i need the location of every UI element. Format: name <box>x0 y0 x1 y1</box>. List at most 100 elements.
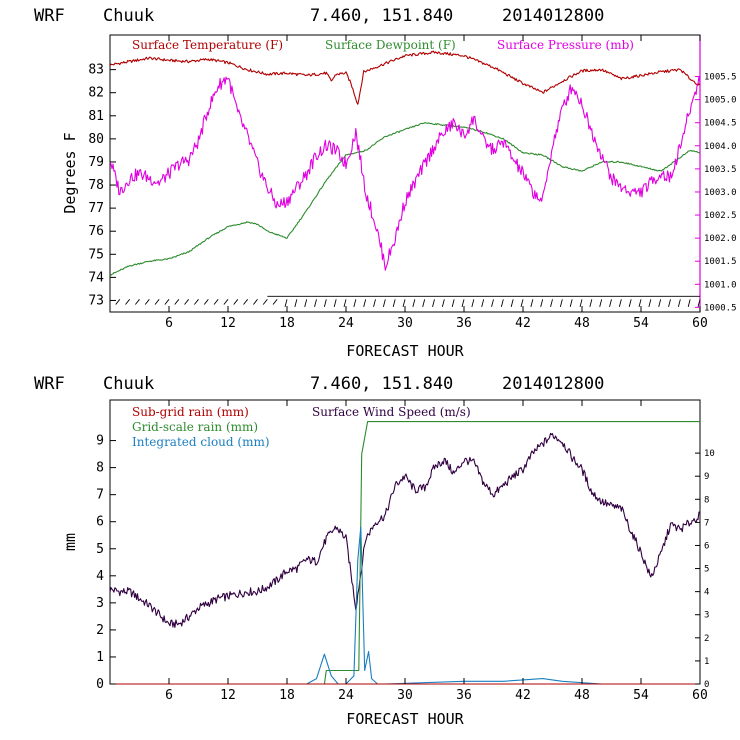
bottom-legend-cloud: Integrated cloud (mm) <box>132 435 270 449</box>
wind-barb <box>125 299 131 305</box>
y-tick-label: 7 <box>96 488 104 503</box>
y-tick-label: 75 <box>88 247 104 262</box>
top-header-coords: 7.460, 151.840 <box>310 6 453 26</box>
wind-barb <box>677 299 681 307</box>
y-tick-label: 77 <box>88 201 104 216</box>
series-line-grid-scale-rain <box>110 421 700 685</box>
series-line-integrated-cloud <box>110 526 700 685</box>
wind-barb <box>203 299 209 305</box>
x-tick-label: 18 <box>279 688 295 703</box>
wind-barb <box>184 299 190 305</box>
x-tick-label: 24 <box>338 316 354 331</box>
wind-barb <box>471 299 475 307</box>
wind-barb <box>520 299 524 307</box>
y-tick-label: 76 <box>88 224 104 239</box>
wind-barb <box>115 299 121 305</box>
top-y-axis-label: Degrees F <box>61 132 79 213</box>
wind-barb <box>579 299 583 307</box>
wind-barb <box>697 299 701 307</box>
right-tick-label: 5 <box>704 565 709 575</box>
wind-barb <box>412 299 416 307</box>
wind-barb <box>373 299 376 307</box>
bottom-header-datetime: 2014012800 <box>502 374 604 394</box>
x-tick-label: 48 <box>574 688 590 703</box>
top-legend-dewpoint: Surface Dewpoint (F) <box>325 38 456 52</box>
y-tick-label: 3 <box>96 596 104 611</box>
wind-barb <box>294 299 298 307</box>
right-tick-label: 6 <box>704 541 709 551</box>
wind-barb <box>314 299 317 307</box>
x-tick-label: 36 <box>456 688 472 703</box>
y-tick-label: 83 <box>88 63 104 78</box>
x-tick-label: 36 <box>456 316 472 331</box>
bottom-series-group <box>109 421 701 685</box>
top-x-axis-label: FORECAST HOUR <box>346 342 464 360</box>
x-tick-label: 60 <box>692 316 708 331</box>
wind-barb <box>432 299 435 307</box>
wind-barb <box>658 299 662 307</box>
y-tick-label: 80 <box>88 132 104 147</box>
y-tick-label: 73 <box>88 293 104 308</box>
wind-barb <box>589 299 593 307</box>
wind-barb <box>609 299 612 307</box>
wind-barb <box>481 299 485 307</box>
series-line-surface-dewpoint <box>109 122 701 277</box>
top-plot-frame <box>109 34 701 313</box>
wind-barb <box>164 299 170 305</box>
wind-barb <box>253 299 258 305</box>
wind-barb <box>461 299 465 307</box>
wind-barb <box>174 299 180 305</box>
wind-barb <box>223 299 229 305</box>
right-tick-label: 1002.5 <box>704 211 737 221</box>
wind-barb <box>213 299 219 305</box>
wind-barb <box>284 299 288 307</box>
right-tick-label: 4 <box>704 588 709 598</box>
wind-barb <box>243 299 249 305</box>
right-tick-label: 1002.0 <box>704 234 737 244</box>
wind-barb <box>628 299 632 307</box>
wind-barb <box>687 299 691 307</box>
wind-barbs <box>115 295 701 307</box>
right-tick-label: 7 <box>704 518 709 528</box>
top-header-datetime: 2014012800 <box>502 6 604 26</box>
wind-barb <box>272 299 278 305</box>
wind-barb <box>194 299 199 305</box>
x-tick-label: 6 <box>165 688 173 703</box>
right-tick-label: 2 <box>704 634 709 644</box>
wind-barb <box>569 299 573 307</box>
y-tick-label: 5 <box>96 542 104 557</box>
bottom-header-model: WRF <box>34 374 65 394</box>
wind-barb <box>392 299 396 307</box>
wind-barb <box>262 299 268 305</box>
wind-barb <box>599 299 603 307</box>
right-tick-label: 1004.5 <box>704 119 737 129</box>
y-tick-label: 82 <box>88 86 104 101</box>
right-tick-label: 1003.0 <box>704 188 737 198</box>
right-tick-label: 1001.5 <box>704 257 737 267</box>
x-tick-label: 48 <box>574 316 590 331</box>
wind-barb <box>382 299 386 307</box>
right-tick-label: 1004.0 <box>704 142 737 152</box>
wind-barb <box>451 299 455 307</box>
wind-barb <box>510 299 514 307</box>
top-series-group <box>109 50 701 277</box>
series-line-surface-temperature <box>109 50 701 105</box>
wind-barb <box>500 299 504 307</box>
right-tick-label: 1001.0 <box>704 280 737 290</box>
bottom-right-axis: 0 1 2 3 4 5 6 7 8 9 10 <box>695 449 715 690</box>
wind-barb <box>638 299 642 307</box>
bottom-header-location: Chuuk <box>103 374 154 394</box>
bottom-x-axis: 6 12 18 24 30 36 42 48 54 60 <box>165 400 708 703</box>
right-tick-label: 1003.5 <box>704 165 737 175</box>
top-header-location: Chuuk <box>103 6 154 26</box>
x-tick-label: 30 <box>397 316 413 331</box>
y-tick-label: 78 <box>88 178 104 193</box>
wind-barb <box>333 299 337 307</box>
right-tick-label: 1 <box>704 657 709 667</box>
y-tick-label: 0 <box>96 677 104 692</box>
x-tick-label: 54 <box>633 316 649 331</box>
wind-barb <box>304 299 308 307</box>
right-tick-label: 3 <box>704 611 709 621</box>
wind-barb <box>550 299 553 307</box>
